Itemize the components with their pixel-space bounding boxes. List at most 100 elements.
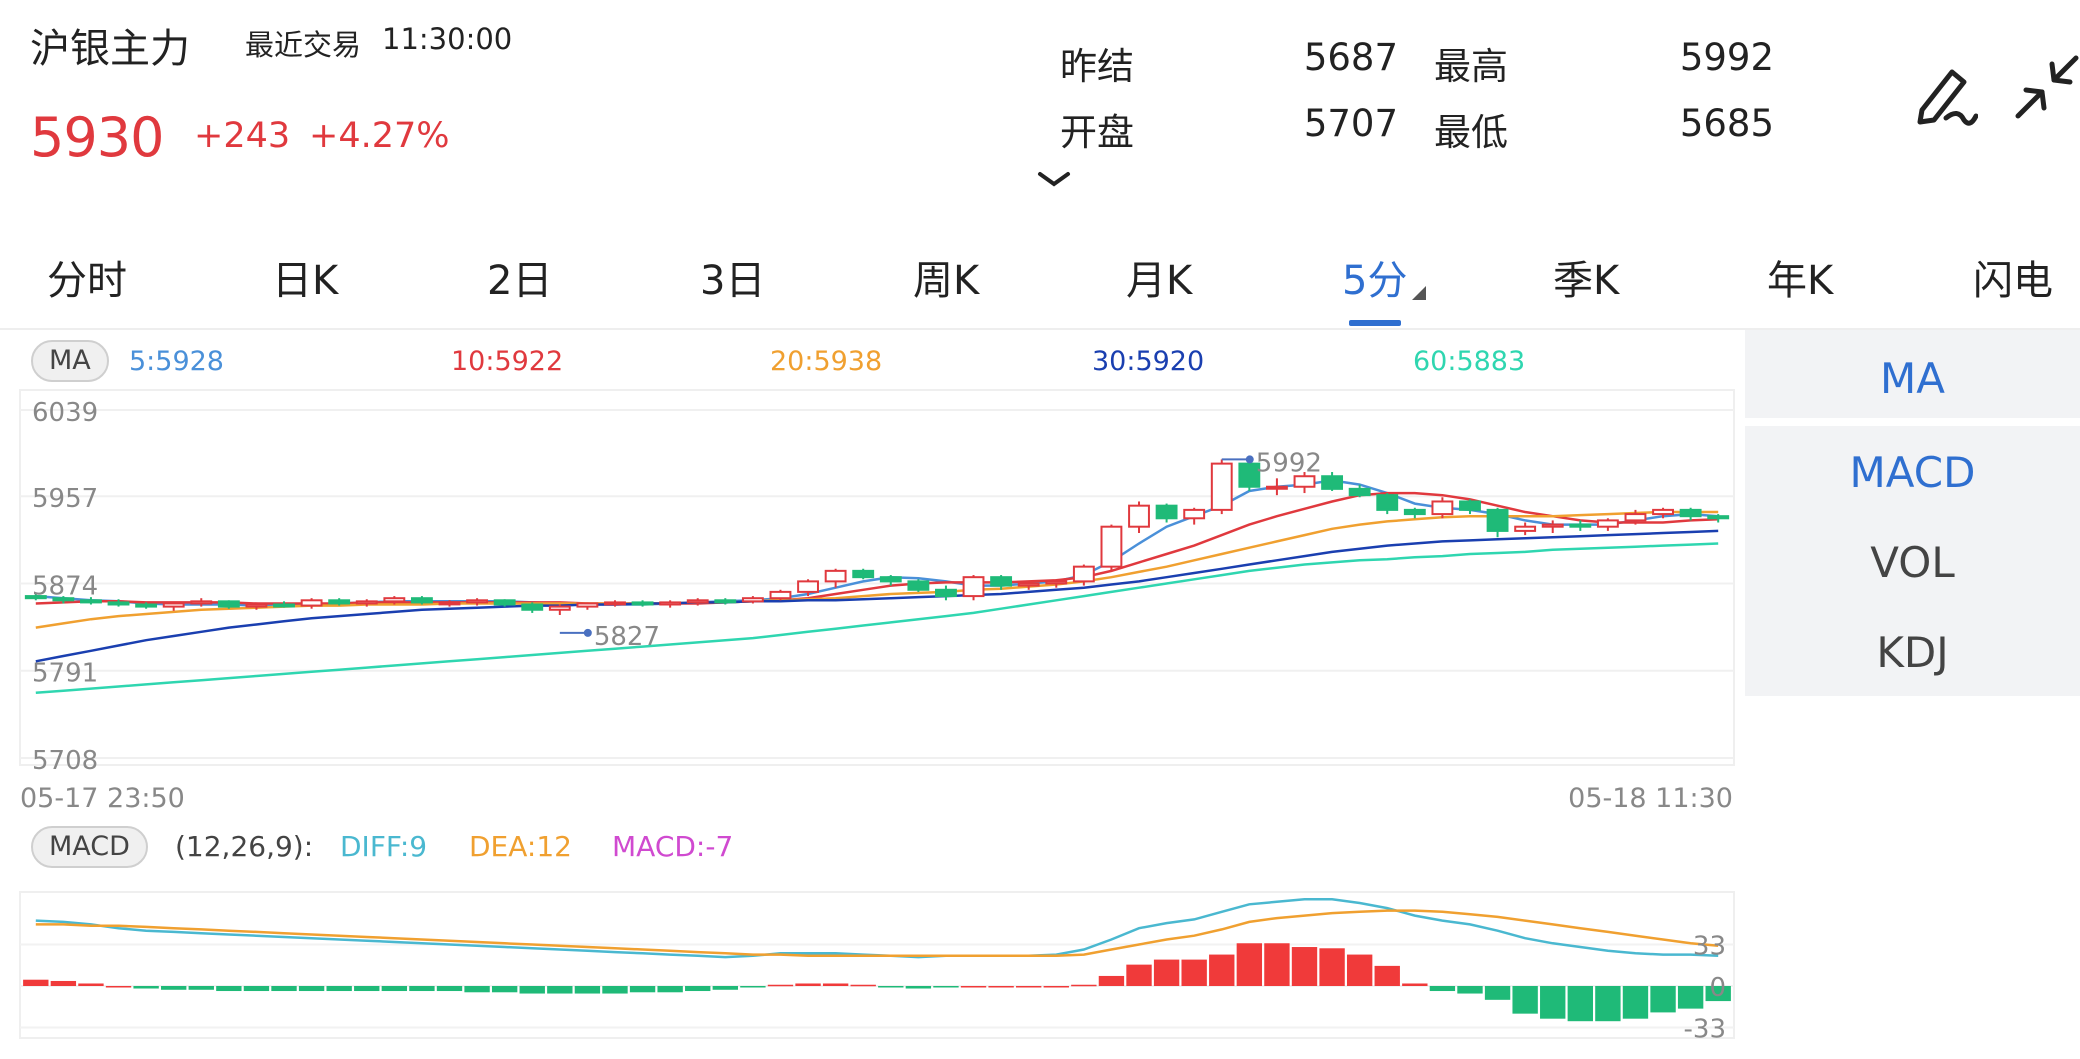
macd-bar xyxy=(657,986,683,993)
indicator-ma-button[interactable]: MA xyxy=(1880,354,1945,403)
candle xyxy=(1128,501,1150,534)
indicator-macd-button[interactable]: MACD xyxy=(1849,448,1976,497)
candle xyxy=(245,602,268,610)
candlestick-chart[interactable]: 5992 5827 6039 5957 5874 5791 5708 05-17 23:5… xyxy=(0,380,1740,820)
candle-body xyxy=(24,595,47,600)
candle-body xyxy=(1707,515,1730,520)
macd-bars xyxy=(23,943,1731,1022)
candle-body xyxy=(1376,494,1399,511)
candle-body xyxy=(1045,580,1068,585)
candle-body xyxy=(907,580,930,591)
annotation-dot xyxy=(583,628,592,637)
candle-body xyxy=(1017,582,1040,587)
pen-icon[interactable] xyxy=(1908,58,1978,128)
candle-body xyxy=(686,599,709,604)
collapse-arrows-icon[interactable] xyxy=(2012,52,2080,122)
candle-body xyxy=(1541,523,1564,528)
candle xyxy=(355,599,378,607)
main-y-tick-label: 6039 xyxy=(32,398,98,428)
candle xyxy=(1652,507,1674,519)
candle xyxy=(466,598,489,606)
main-y-tick-label: 5791 xyxy=(32,659,98,689)
macd-bar xyxy=(188,986,214,990)
macd-bar xyxy=(1346,954,1373,986)
macd-bar xyxy=(1622,986,1649,1019)
candle xyxy=(1348,484,1371,498)
candle xyxy=(990,575,1013,590)
indicator-kdj-button[interactable]: KDJ xyxy=(1876,628,1949,677)
macd-bar xyxy=(1098,975,1125,986)
candle xyxy=(217,600,240,609)
candle-body xyxy=(797,580,819,593)
tab-weekly-k[interactable]: 周K xyxy=(913,258,980,304)
candle xyxy=(1679,507,1702,521)
macd-pill[interactable]: MACD xyxy=(31,826,148,868)
ma20-legend: 20:5938 xyxy=(770,346,883,377)
tab-5min[interactable]: 5分 xyxy=(1342,258,1408,304)
contract-title: 沪银主力 xyxy=(30,26,190,72)
tab-intraday[interactable]: 分时 xyxy=(47,258,127,304)
macd-bar xyxy=(409,986,435,992)
candle-body xyxy=(135,603,158,608)
candle xyxy=(1376,493,1399,515)
candle-body xyxy=(576,602,599,608)
candle xyxy=(797,579,819,597)
main-y-tick-label: 5708 xyxy=(32,746,98,776)
chevron-down-icon[interactable] xyxy=(1036,168,1072,190)
tab-monthly-k[interactable]: 月K xyxy=(1126,258,1193,304)
ma-pill[interactable]: MA xyxy=(31,340,109,382)
candle xyxy=(383,596,406,605)
macd-bar xyxy=(1457,986,1483,994)
macd-chart[interactable]: 33 0 -33 xyxy=(0,890,1740,1040)
macd-bar xyxy=(685,986,711,992)
macd-bar xyxy=(1236,943,1263,986)
candle xyxy=(1017,581,1040,590)
ma5-legend: 5:5928 xyxy=(129,346,224,377)
macd-y-tick-label: -33 xyxy=(1684,1014,1726,1040)
candle-body xyxy=(245,603,268,608)
last-trade-label: 最近交易 xyxy=(245,28,362,62)
macd-bar xyxy=(1650,986,1676,1013)
macd-dea-line xyxy=(35,909,1719,958)
candle-body xyxy=(1431,500,1454,516)
tab-2day[interactable]: 2日 xyxy=(487,258,553,304)
dropdown-corner-icon[interactable] xyxy=(1412,286,1426,300)
candle xyxy=(135,602,158,609)
macd-bar xyxy=(1402,983,1428,986)
tab-yearly-k[interactable]: 年K xyxy=(1767,258,1834,304)
macd-bar xyxy=(464,986,490,993)
candle xyxy=(1293,472,1316,494)
candle-body xyxy=(217,600,240,608)
candle-body xyxy=(852,569,875,579)
candle-body xyxy=(355,600,378,605)
annotation-low: 5827 xyxy=(594,622,660,652)
tab-lightning[interactable]: 闪电 xyxy=(1973,258,2053,304)
macd-bar xyxy=(23,979,49,986)
macd-bar xyxy=(1016,986,1042,988)
tab-daily-k[interactable]: 日K xyxy=(272,258,339,304)
candle xyxy=(1514,522,1537,536)
price-change: +243 xyxy=(194,116,291,156)
macd-bar xyxy=(78,983,104,986)
candle-body xyxy=(879,576,902,583)
ma60-legend: 60:5883 xyxy=(1413,346,1526,377)
tab-quarterly-k[interactable]: 季K xyxy=(1553,258,1620,304)
candle xyxy=(1183,507,1206,525)
candle-body xyxy=(1072,565,1095,583)
candle-body xyxy=(1403,508,1426,516)
side-panel-bg-bottom xyxy=(1745,426,2080,696)
candle-body xyxy=(1321,475,1344,490)
candle-body xyxy=(548,605,571,611)
macd-bar xyxy=(822,983,849,986)
tab-3day[interactable]: 3日 xyxy=(700,258,766,304)
candle-body xyxy=(962,576,985,598)
candle-body xyxy=(273,603,295,608)
indicator-vol-button[interactable]: VOL xyxy=(1870,538,1955,587)
candle-body xyxy=(824,569,847,583)
candle-body xyxy=(190,600,213,605)
candle-body xyxy=(1624,513,1647,522)
macd-bar xyxy=(960,986,987,988)
main-y-tick-label: 5874 xyxy=(32,571,98,601)
candle xyxy=(1431,497,1454,519)
main-plot-frame xyxy=(19,389,1735,766)
